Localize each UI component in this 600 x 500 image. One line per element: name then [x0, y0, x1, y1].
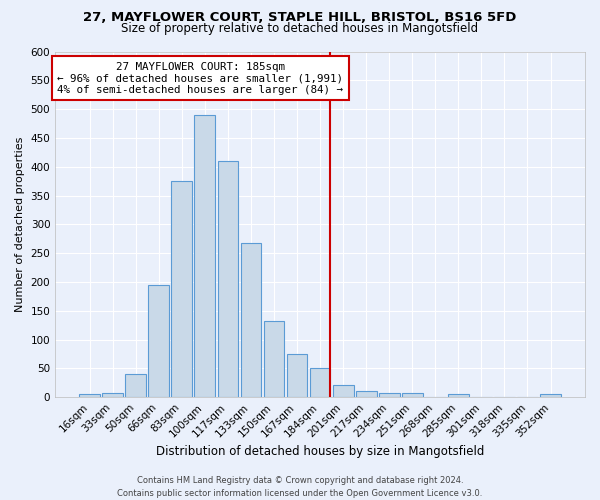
Text: Size of property relative to detached houses in Mangotsfield: Size of property relative to detached ho…	[121, 22, 479, 35]
Text: 27 MAYFLOWER COURT: 185sqm
← 96% of detached houses are smaller (1,991)
4% of se: 27 MAYFLOWER COURT: 185sqm ← 96% of deta…	[57, 62, 343, 95]
Bar	[125, 374, 146, 397]
Bar	[218, 161, 238, 397]
X-axis label: Distribution of detached houses by size in Mangotsfield: Distribution of detached houses by size …	[156, 444, 484, 458]
Bar	[263, 320, 284, 397]
Bar	[448, 394, 469, 397]
Bar	[241, 243, 262, 397]
Bar	[172, 181, 192, 397]
Bar	[194, 115, 215, 397]
Bar	[102, 392, 123, 397]
Bar	[333, 384, 353, 397]
Text: 27, MAYFLOWER COURT, STAPLE HILL, BRISTOL, BS16 5FD: 27, MAYFLOWER COURT, STAPLE HILL, BRISTO…	[83, 11, 517, 24]
Text: Contains HM Land Registry data © Crown copyright and database right 2024.
Contai: Contains HM Land Registry data © Crown c…	[118, 476, 482, 498]
Bar	[540, 394, 561, 397]
Bar	[287, 354, 307, 397]
Bar	[402, 393, 422, 397]
Bar	[310, 368, 331, 397]
Bar	[356, 391, 377, 397]
Bar	[79, 394, 100, 397]
Bar	[379, 392, 400, 397]
Bar	[148, 285, 169, 397]
Y-axis label: Number of detached properties: Number of detached properties	[15, 136, 25, 312]
